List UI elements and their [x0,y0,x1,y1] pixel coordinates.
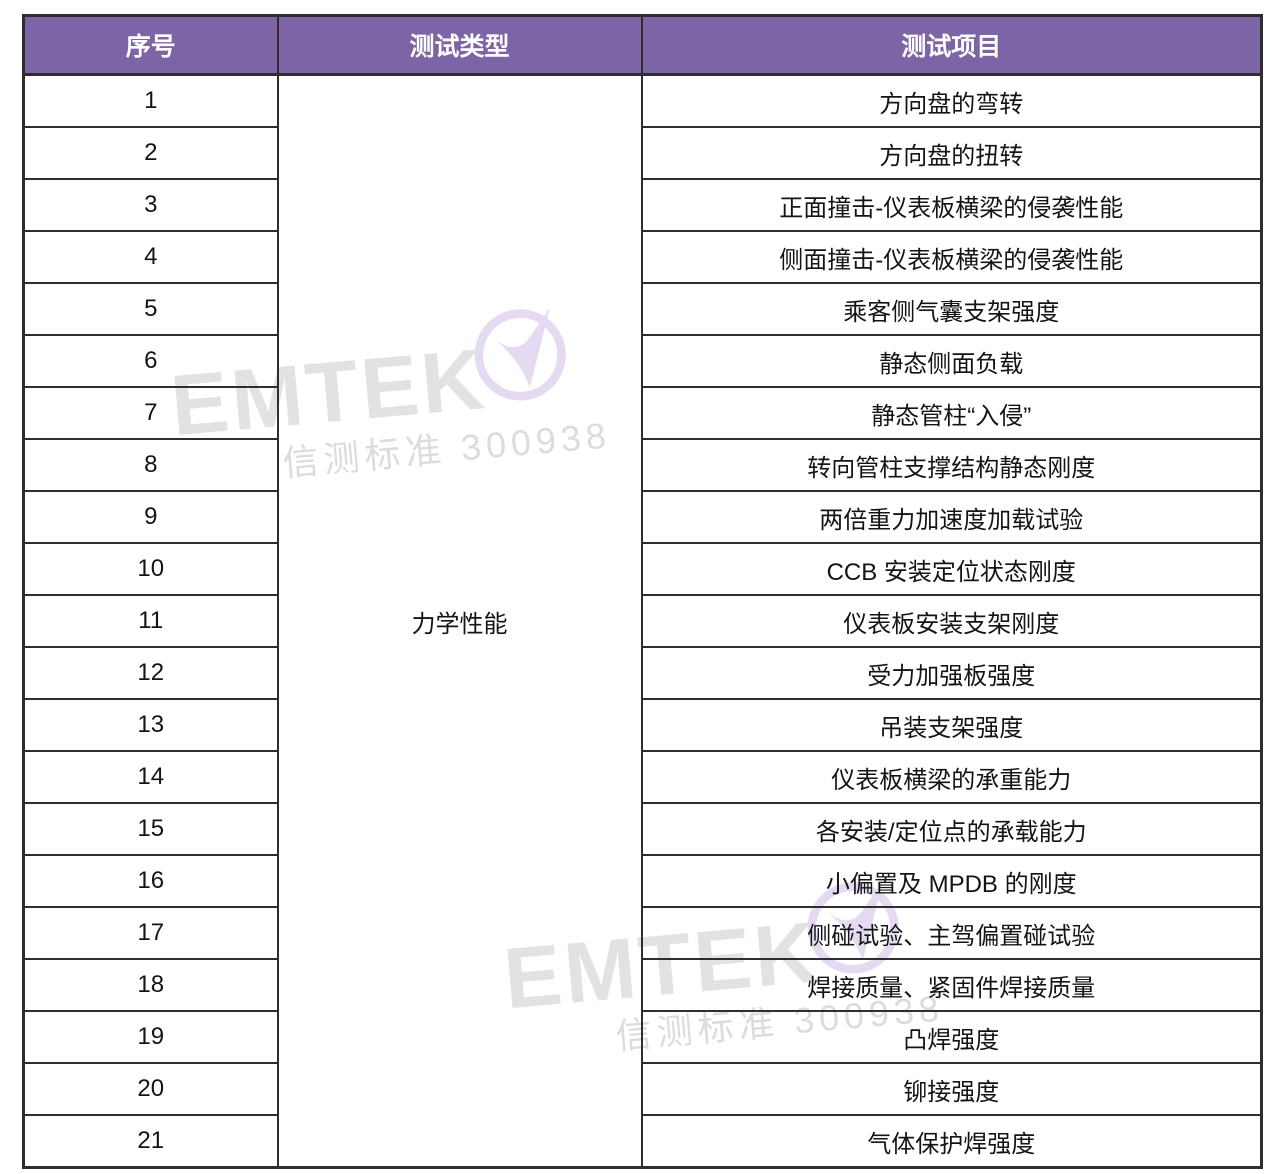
table-row: 18 焊接质量、紧固件焊接质量 [22,958,1263,1012]
table-row: 5 乘客侧气囊支架强度 [22,282,1263,336]
test-item-cell: 铆接强度 [640,1062,1263,1116]
table-row: 15 各安装/定位点的承载能力 [22,802,1263,856]
table-row: 1 力学性能 方向盘的弯转 [22,73,1263,1169]
column-header-test-item: 测试项目 [640,14,1263,76]
test-item-cell: 焊接质量、紧固件焊接质量 [640,958,1263,1012]
test-item-cell: 仪表板安装支架刚度 [640,594,1263,648]
test-item-cell: 凸焊强度 [640,1010,1263,1064]
table-row: 19 凸焊强度 [22,1010,1263,1064]
test-item-cell: 方向盘的弯转 [640,73,1263,128]
test-item-cell: 乘客侧气囊支架强度 [640,282,1263,336]
test-item-cell: 转向管柱支撑结构静态刚度 [640,438,1263,492]
table-row: 20 铆接强度 [22,1062,1263,1116]
test-items-table: 序号 测试类型 测试项目 1 力学性能 方向盘的弯转 2 方向盘的扭转 3 正面… [22,14,1263,1169]
row-number-cell: 14 [22,750,279,804]
test-item-cell: 受力加强板强度 [640,646,1263,700]
test-item-cell: 各安装/定位点的承载能力 [640,802,1263,856]
column-header-test-type: 测试类型 [276,14,643,76]
table-row: 10 CCB 安装定位状态刚度 [22,542,1263,596]
row-number-cell: 1 [22,73,279,128]
table-row: 11 仪表板安装支架刚度 [22,594,1263,648]
table-row: 17 侧碰试验、主驾偏置碰试验 [22,906,1263,960]
row-number-cell: 16 [22,854,279,908]
row-number-cell: 2 [22,126,279,180]
row-number-cell: 10 [22,542,279,596]
table-row: 21 气体保护焊强度 [22,1114,1263,1169]
table-row: 6 静态侧面负载 [22,334,1263,388]
test-item-cell: 侧面撞击-仪表板横梁的侵袭性能 [640,230,1263,284]
row-number-cell: 20 [22,1062,279,1116]
row-number-cell: 18 [22,958,279,1012]
table-row: 14 仪表板横梁的承重能力 [22,750,1263,804]
row-number-cell: 9 [22,490,279,544]
row-number-cell: 12 [22,646,279,700]
test-item-cell: 气体保护焊强度 [640,1114,1263,1169]
row-number-cell: 11 [22,594,279,648]
table-row: 12 受力加强板强度 [22,646,1263,700]
table-row: 9 两倍重力加速度加载试验 [22,490,1263,544]
test-item-cell: 小偏置及 MPDB 的刚度 [640,854,1263,908]
test-item-cell: 静态侧面负载 [640,334,1263,388]
test-item-cell: CCB 安装定位状态刚度 [640,542,1263,596]
row-number-cell: 6 [22,334,279,388]
row-number-cell: 21 [22,1114,279,1169]
table-row: 7 静态管柱“入侵” [22,386,1263,440]
test-item-cell: 仪表板横梁的承重能力 [640,750,1263,804]
table-row: 8 转向管柱支撑结构静态刚度 [22,438,1263,492]
row-number-cell: 4 [22,230,279,284]
table-row: 13 吊装支架强度 [22,698,1263,752]
row-number-cell: 5 [22,282,279,336]
table-row: 3 正面撞击-仪表板横梁的侵袭性能 [22,178,1263,232]
test-item-cell: 吊装支架强度 [640,698,1263,752]
test-item-cell: 侧碰试验、主驾偏置碰试验 [640,906,1263,960]
test-item-cell: 方向盘的扭转 [640,126,1263,180]
test-item-cell: 正面撞击-仪表板横梁的侵袭性能 [640,178,1263,232]
row-number-cell: 13 [22,698,279,752]
table-row: 16 小偏置及 MPDB 的刚度 [22,854,1263,908]
table-row: 4 侧面撞击-仪表板横梁的侵袭性能 [22,230,1263,284]
table-header-row: 序号 测试类型 测试项目 [22,14,1263,76]
row-number-cell: 8 [22,438,279,492]
column-header-serial-number: 序号 [22,14,279,76]
row-number-cell: 19 [22,1010,279,1064]
row-number-cell: 17 [22,906,279,960]
row-number-cell: 3 [22,178,279,232]
test-type-merged-cell: 力学性能 [276,73,643,1169]
row-number-cell: 15 [22,802,279,856]
row-number-cell: 7 [22,386,279,440]
test-item-cell: 两倍重力加速度加载试验 [640,490,1263,544]
table-row: 2 方向盘的扭转 [22,126,1263,180]
test-item-cell: 静态管柱“入侵” [640,386,1263,440]
